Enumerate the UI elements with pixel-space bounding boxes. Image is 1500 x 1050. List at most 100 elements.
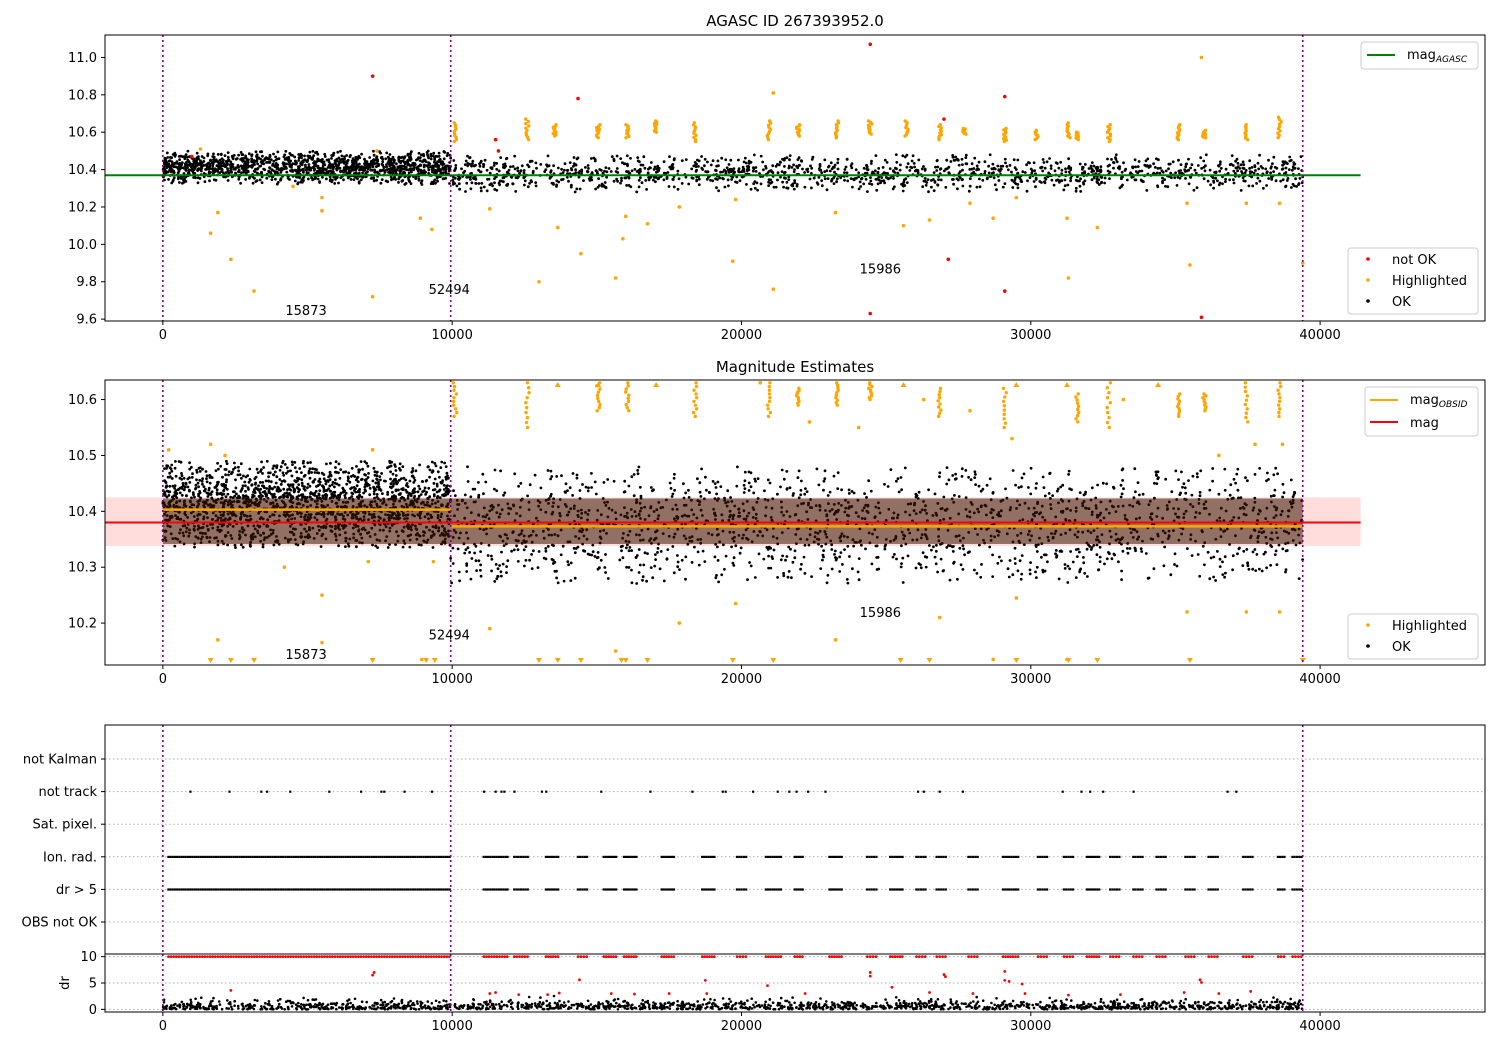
ok-point [1042, 161, 1046, 164]
ok-point [859, 185, 863, 188]
ok-point [511, 165, 515, 168]
ok-point [1130, 175, 1134, 179]
ok-point [1184, 162, 1188, 166]
ok-point [234, 546, 237, 549]
legend-marker-highlighted [1366, 278, 1370, 282]
ok-point [565, 169, 569, 172]
ok-point [844, 165, 848, 169]
ok-point [265, 161, 268, 164]
ok-point [348, 480, 352, 484]
ok-point [1204, 153, 1208, 157]
ok-point [1122, 161, 1125, 165]
highlighted-point [524, 117, 528, 121]
ok-point [382, 166, 386, 169]
ok-point [767, 184, 770, 188]
ok-point [241, 484, 245, 488]
ok-point [612, 159, 616, 163]
ok-point [1176, 175, 1180, 179]
ok-point [869, 176, 872, 180]
ok-point [421, 160, 424, 164]
ok-point [369, 168, 373, 172]
ok-point [216, 153, 220, 156]
ok-point [575, 187, 579, 191]
ok-point [433, 462, 437, 465]
ok-point [180, 472, 183, 475]
ok-point [192, 176, 196, 179]
ok-point [1089, 164, 1093, 168]
ok-point [164, 160, 168, 164]
ok-point [523, 183, 526, 187]
ok-point [441, 163, 444, 167]
ok-point [419, 153, 423, 157]
ok-point [1043, 181, 1047, 185]
ok-point [820, 184, 824, 188]
ok-point [612, 179, 616, 183]
ok-point [398, 478, 401, 482]
ok-point [392, 157, 395, 161]
ok-point [935, 169, 939, 172]
ok-point [547, 164, 551, 168]
ok-point [418, 487, 422, 491]
ok-point [335, 167, 338, 171]
ok-point [437, 154, 441, 158]
ok-point [399, 468, 402, 472]
ok-point [926, 178, 930, 182]
ok-point [194, 483, 198, 487]
highlighted-point [645, 221, 650, 226]
ok-point [196, 481, 200, 485]
ok-point [594, 187, 597, 191]
ok-point [372, 485, 375, 489]
not-ok-point [942, 117, 946, 121]
ok-point [371, 165, 375, 169]
ok-point [429, 152, 433, 156]
ok-point [351, 492, 355, 496]
ok-point [776, 171, 780, 175]
ok-point [339, 169, 342, 173]
ok-point [895, 160, 899, 164]
ok-point [801, 167, 804, 171]
ok-point [668, 155, 671, 159]
ok-point [176, 171, 180, 175]
ok-point [354, 156, 358, 159]
ok-point [273, 165, 277, 169]
ok-point [192, 493, 195, 497]
ok-point [185, 155, 189, 159]
ok-point [870, 159, 873, 163]
ok-point [437, 151, 441, 155]
ok-point [166, 165, 170, 169]
ok-point [410, 170, 413, 174]
ok-point [324, 493, 328, 497]
ok-point [1033, 169, 1036, 173]
ok-point [961, 163, 964, 167]
ok-point [1219, 160, 1222, 164]
ok-point [754, 166, 758, 169]
ok-point [264, 479, 268, 483]
ok-point [644, 179, 648, 182]
ok-point [305, 159, 309, 163]
ok-point [211, 164, 215, 168]
ok-point [1228, 163, 1232, 167]
ok-point [723, 185, 727, 189]
ok-point [1080, 167, 1084, 171]
ok-point [405, 482, 409, 485]
ok-point [449, 156, 453, 160]
ok-point [314, 164, 318, 167]
ok-point [241, 545, 245, 549]
ok-point [302, 475, 306, 478]
ok-point [385, 165, 389, 169]
highlighted-point [452, 121, 457, 125]
ok-point [372, 492, 376, 496]
ok-point [239, 490, 243, 493]
ok-point [380, 178, 384, 182]
ok-point [205, 477, 208, 480]
ok-point [1219, 167, 1223, 170]
ok-point [385, 168, 389, 172]
ok-point [934, 165, 937, 169]
ok-point [408, 156, 411, 159]
ok-point [223, 154, 227, 158]
ok-point [1160, 169, 1164, 173]
ok-point [261, 472, 264, 475]
highlighted-point [938, 123, 943, 127]
highlighted-point [555, 225, 560, 230]
ok-point [337, 462, 341, 466]
